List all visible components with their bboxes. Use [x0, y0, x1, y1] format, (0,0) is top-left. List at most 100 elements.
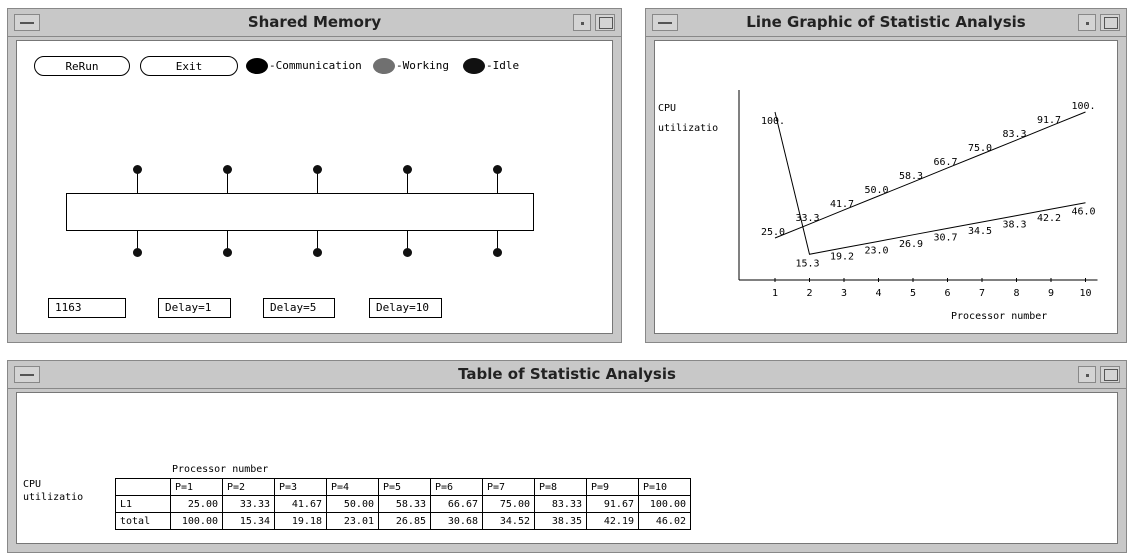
table-ylabel-line2: utilizatio	[23, 492, 84, 503]
minimize-icon[interactable]	[573, 14, 591, 31]
idle-legend-label: -Idle	[486, 59, 520, 72]
processor-node	[313, 165, 322, 174]
shared-memory-titlebar[interactable]: Shared Memory	[8, 9, 621, 37]
window-menu-icon[interactable]	[14, 14, 40, 31]
chart-ylabel-line1: CPU	[658, 103, 677, 114]
working-legend-icon	[373, 58, 395, 74]
x-tick-label: 3	[841, 288, 847, 299]
line-graphic-content: CPU utilizatio Processor number 1 2 3 4 5 6 7 8…	[654, 40, 1118, 334]
table-cell: 75.00	[482, 495, 535, 513]
delay-1-button[interactable]: Delay=1	[158, 298, 231, 318]
chart-xlabel: Processor number	[951, 311, 1048, 322]
line-graphic-titlebar[interactable]: Line Graphic of Statistic Analysis	[646, 9, 1126, 37]
x-tick-label: 9	[1048, 288, 1054, 299]
processor-node	[403, 248, 412, 257]
shared-memory-title: Shared Memory	[247, 13, 382, 31]
table-cell: 83.33	[534, 495, 587, 513]
table-header-cell: P=10	[638, 478, 691, 496]
data-label: 91.7	[1037, 115, 1061, 126]
table-ylabel-line1: CPU	[23, 479, 42, 490]
processor-stem	[227, 170, 228, 193]
table-header-cell: P=9	[586, 478, 639, 496]
exit-button[interactable]: Exit	[140, 56, 238, 76]
table-row: L1 25.00 33.33 41.67 50.00 58.33 66.67 7…	[115, 495, 691, 513]
table-cell: 34.52	[482, 512, 535, 530]
processor-node	[223, 248, 232, 257]
processor-stem	[407, 170, 408, 193]
window-menu-icon[interactable]	[652, 14, 678, 31]
line-graphic-title: Line Graphic of Statistic Analysis	[746, 13, 1026, 31]
x-tick-label: 1	[772, 288, 778, 299]
table-content: Processor number CPU utilizatio P=1 P=2 …	[16, 392, 1118, 544]
table-caption: Processor number	[172, 464, 269, 475]
delay-10-button[interactable]: Delay=10	[369, 298, 442, 318]
processor-stem	[497, 170, 498, 193]
communication-legend-icon	[246, 58, 268, 74]
data-label: 42.2	[1037, 213, 1061, 224]
window-menu-icon[interactable]	[14, 366, 40, 383]
table-header-cell: P=2	[222, 478, 275, 496]
table-cell: 46.02	[638, 512, 691, 530]
table-header-cell: P=5	[378, 478, 431, 496]
data-label: 23.0	[865, 245, 889, 256]
table-cell: 23.01	[326, 512, 379, 530]
data-label: 25.0	[761, 227, 785, 238]
data-label: 41.7	[830, 199, 854, 210]
table-row: total 100.00 15.34 19.18 23.01 26.85 30.…	[115, 512, 691, 530]
data-label: 30.7	[934, 232, 958, 243]
x-tick-label: 7	[979, 288, 985, 299]
x-tick-label: 2	[806, 288, 812, 299]
table-titlebar[interactable]: Table of Statistic Analysis	[8, 361, 1126, 389]
table-cell: 26.85	[378, 512, 431, 530]
maximize-icon[interactable]	[1100, 366, 1120, 383]
processor-node	[223, 165, 232, 174]
table-title: Table of Statistic Analysis	[458, 365, 676, 383]
minimize-icon[interactable]	[1078, 14, 1096, 31]
processor-stem	[317, 170, 318, 193]
data-label: 50.0	[865, 185, 889, 196]
data-label: 58.3	[899, 171, 923, 182]
processor-stem	[407, 231, 408, 250]
rerun-button[interactable]: ReRun	[34, 56, 130, 76]
maximize-icon[interactable]	[1100, 14, 1120, 31]
processor-node	[133, 248, 142, 257]
table-header-cell: P=7	[482, 478, 535, 496]
data-label: 100.	[761, 116, 785, 127]
shared-memory-bus	[66, 193, 534, 231]
processor-node	[493, 248, 502, 257]
counter-field: 1163	[48, 298, 126, 318]
table-window: Table of Statistic Analysis Processor nu…	[7, 360, 1127, 553]
maximize-icon[interactable]	[595, 14, 615, 31]
x-tick-label: 6	[944, 288, 950, 299]
processor-node	[313, 248, 322, 257]
x-tick-label: 4	[875, 288, 881, 299]
x-tick-label: 8	[1013, 288, 1019, 299]
data-label: 66.7	[934, 157, 958, 168]
processor-node	[493, 165, 502, 174]
table-cell: 42.19	[586, 512, 639, 530]
minimize-icon[interactable]	[1078, 366, 1096, 383]
table-header-cell: P=8	[534, 478, 587, 496]
table-header-cell: P=4	[326, 478, 379, 496]
data-label: 15.3	[796, 258, 820, 269]
delay-5-button[interactable]: Delay=5	[263, 298, 335, 318]
shared-memory-window: Shared Memory ReRun Exit -Communication …	[7, 8, 622, 343]
table-cell: 100.00	[638, 495, 691, 513]
table-cell: 91.67	[586, 495, 639, 513]
processor-stem	[137, 170, 138, 193]
processor-stem	[137, 231, 138, 250]
table-cell: 58.33	[378, 495, 431, 513]
processor-stem	[317, 231, 318, 250]
line-graphic-window: Line Graphic of Statistic Analysis CPU u…	[645, 8, 1127, 343]
series-line	[774, 111, 1086, 255]
processor-stem	[227, 231, 228, 250]
table-cell: 100.00	[170, 512, 223, 530]
table-header-cell: P=3	[274, 478, 327, 496]
data-label: 26.9	[899, 239, 923, 250]
table-cell: 19.18	[274, 512, 327, 530]
working-legend-label: -Working	[396, 59, 449, 72]
data-label: 75.0	[968, 143, 992, 154]
data-label: 19.2	[830, 252, 854, 263]
data-label: 34.5	[968, 226, 992, 237]
x-tick-label: 5	[910, 288, 916, 299]
